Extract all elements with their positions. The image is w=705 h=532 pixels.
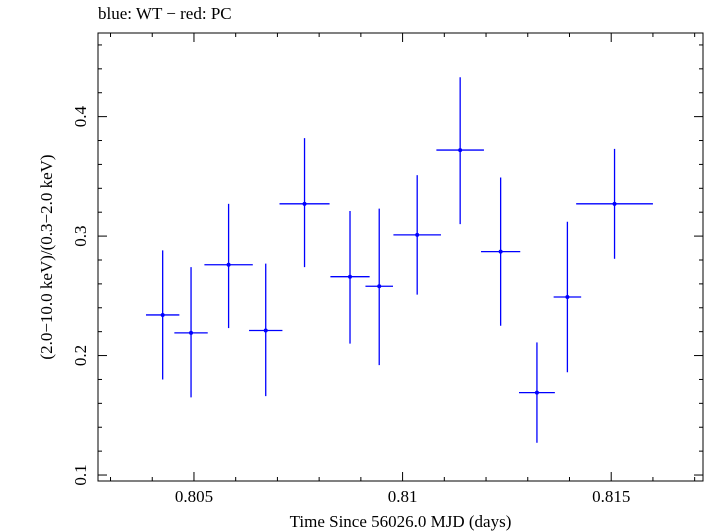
data-point — [279, 138, 330, 268]
point-marker — [415, 232, 420, 237]
point-marker — [565, 295, 570, 300]
x-tick-label: 0.81 — [388, 487, 418, 506]
data-point — [330, 211, 370, 344]
y-tick-label: 0.2 — [71, 345, 90, 366]
data-point — [481, 177, 521, 326]
data-point — [553, 221, 582, 373]
data-point — [576, 148, 653, 259]
point-marker — [348, 274, 353, 279]
point-marker — [302, 201, 307, 206]
point-marker — [612, 201, 617, 206]
data-point — [518, 342, 555, 443]
data-point — [365, 208, 393, 366]
data-point — [393, 175, 441, 295]
data-point — [436, 77, 484, 225]
y-tick-label: 0.3 — [71, 225, 90, 246]
data-point — [174, 267, 208, 398]
data-point — [204, 203, 253, 329]
point-marker — [377, 284, 382, 289]
plot-frame — [97, 32, 704, 482]
point-marker — [226, 262, 231, 267]
point-marker — [160, 312, 165, 317]
data-point — [145, 250, 180, 380]
point-marker — [458, 148, 463, 153]
data-point — [249, 263, 283, 397]
x-tick-label: 0.815 — [592, 487, 630, 506]
point-marker — [534, 390, 539, 395]
point-marker — [498, 249, 503, 254]
point-marker — [263, 328, 268, 333]
axis-tick-labels: 0.805 0.81 0.815 0.1 0.2 0.3 0.4 — [71, 106, 630, 506]
y-tick-label: 0.4 — [71, 106, 90, 128]
y-axis-label: (2.0−10.0 keV)/(0.3−2.0 keV) — [37, 154, 56, 359]
point-marker — [189, 330, 194, 335]
x-tick-label: 0.805 — [175, 487, 213, 506]
x-axis-label: Time Since 56026.0 MJD (days) — [290, 512, 512, 531]
data-points — [145, 77, 653, 443]
axis-ticks — [98, 33, 703, 481]
y-tick-label: 0.1 — [71, 464, 90, 485]
chart-title: blue: WT − red: PC — [98, 4, 232, 23]
